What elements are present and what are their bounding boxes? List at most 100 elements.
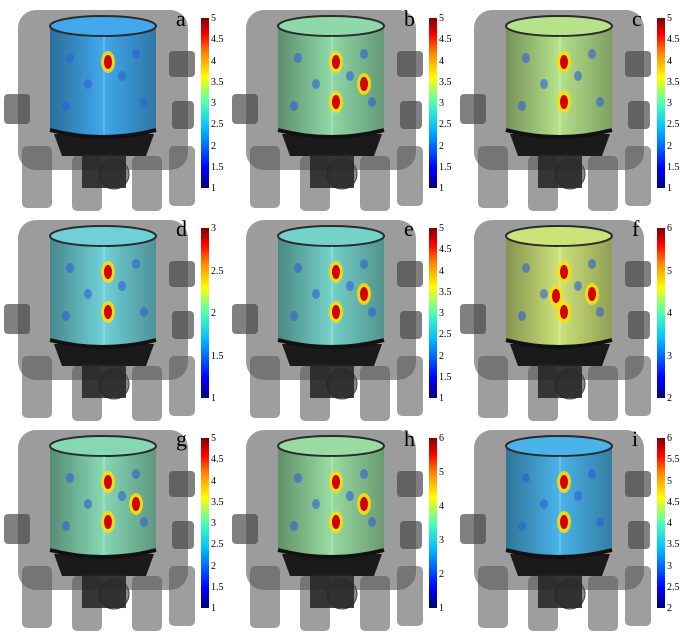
colorbar-tick: 6 [439, 433, 444, 444]
cold-spot [62, 311, 70, 321]
cold-spot [312, 289, 320, 299]
side-port [4, 94, 30, 124]
side-port [400, 101, 422, 129]
colorbar-tick: 5 [667, 265, 672, 277]
colorbar-tick: 2 [211, 560, 216, 572]
surface-shading [50, 236, 156, 347]
colorbar-tick: 4.5 [667, 34, 680, 46]
panel-e: e 5 4.5 4 3.5 3 2.5 2 1.5 1 [232, 216, 460, 427]
panel-letter: f [632, 216, 640, 241]
hot-spot [132, 497, 140, 511]
side-port [460, 304, 486, 334]
cold-spot [588, 49, 596, 59]
side-port [169, 261, 195, 287]
cold-spot [290, 101, 298, 111]
colorbar-tick: 2 [439, 140, 444, 152]
side-port [625, 51, 651, 77]
vessel-neck [538, 364, 582, 398]
colorbar-tick: 1 [211, 183, 216, 194]
colorbar-tick: 1.5 [439, 161, 452, 173]
cold-spot [132, 469, 140, 479]
side-port [625, 261, 651, 287]
colorbar-tick: 6 [667, 433, 672, 444]
vessel-bottom [282, 344, 382, 366]
side-port [172, 311, 194, 339]
colorbar-tick: 5 [667, 13, 672, 24]
cold-spot [360, 469, 368, 479]
vessel-bottom [510, 134, 610, 156]
cold-spot [62, 101, 70, 111]
colorbar-tick: 2 [211, 308, 216, 319]
vessel-neck [82, 574, 126, 608]
colorbar-tick: 1.5 [667, 161, 680, 173]
colorbar [201, 18, 209, 188]
cylinder-top [49, 435, 157, 457]
side-port [397, 471, 423, 497]
cylinder-rim [49, 338, 157, 349]
cold-spot [522, 53, 530, 63]
side-port [628, 101, 650, 129]
panel-letter: c [632, 6, 642, 31]
vessel-bottom [510, 554, 610, 576]
hot-spot [560, 515, 568, 529]
side-port [397, 261, 423, 287]
colorbar [201, 438, 209, 608]
colorbar-tick: 3 [439, 98, 444, 109]
side-port [628, 521, 650, 549]
hot-spot [332, 95, 340, 109]
surface-shading [50, 26, 156, 137]
cylinder-top [277, 225, 385, 247]
cold-spot [360, 259, 368, 269]
colorbar-tick: 1.5 [211, 581, 224, 593]
cylinder-rim [277, 128, 385, 139]
panel-h: h 6 5 4 3 2 1 [232, 426, 460, 637]
colorbar-tick: 2 [667, 393, 672, 404]
cold-spot [574, 281, 582, 291]
vessel-bottom [282, 554, 382, 576]
cold-spot [294, 473, 302, 483]
colorbar-tick: 4.5 [439, 34, 452, 46]
side-port [400, 521, 422, 549]
vessel-neck [538, 154, 582, 188]
panel-g: g 5 4.5 4 3.5 3 2.5 2 1.5 1 [4, 426, 232, 637]
colorbar-tick: 5 [439, 223, 444, 234]
colorbar-tick: 5 [439, 467, 444, 478]
side-port [460, 514, 486, 544]
colorbar-tick: 3.5 [211, 76, 224, 88]
colorbar-tick: 3 [439, 535, 444, 546]
colorbar [657, 228, 665, 398]
colorbar-tick: 2.5 [439, 119, 452, 131]
cylinder-rim [505, 128, 613, 139]
cold-spot [368, 307, 376, 317]
cold-spot [596, 517, 604, 527]
cold-spot [118, 71, 126, 81]
cylinder-rim [505, 338, 613, 349]
cylinder-rim [277, 338, 385, 349]
hot-spot [560, 305, 568, 319]
colorbar-tick: 2 [439, 569, 444, 580]
side-port [172, 521, 194, 549]
colorbar [657, 438, 665, 608]
cylinder-rim [49, 128, 157, 139]
panel-f: f 6 5 4 3 2 [460, 216, 685, 427]
panel-a: a 5 4.5 4 3.5 3 2.5 2 1.5 1 [4, 6, 232, 217]
hot-spot [360, 287, 368, 301]
hot-spot [588, 287, 596, 301]
cold-spot [66, 53, 74, 63]
colorbar-tick: 4 [439, 501, 444, 512]
hot-spot [332, 55, 340, 69]
colorbar [429, 18, 437, 188]
colorbar-tick: 4.5 [667, 496, 680, 508]
side-port [4, 514, 30, 544]
hot-spot [552, 289, 560, 303]
colorbar-tick: 3 [667, 98, 672, 109]
colorbar-tick: 4.5 [439, 244, 452, 256]
colorbar-tick: 3 [211, 223, 216, 234]
panel-letter: h [404, 426, 415, 451]
colorbar-tick: 3.5 [667, 539, 680, 551]
hot-spot [332, 515, 340, 529]
hot-spot [104, 475, 112, 489]
cold-spot [574, 491, 582, 501]
cold-spot [294, 53, 302, 63]
colorbar-tick: 2.5 [439, 329, 452, 341]
